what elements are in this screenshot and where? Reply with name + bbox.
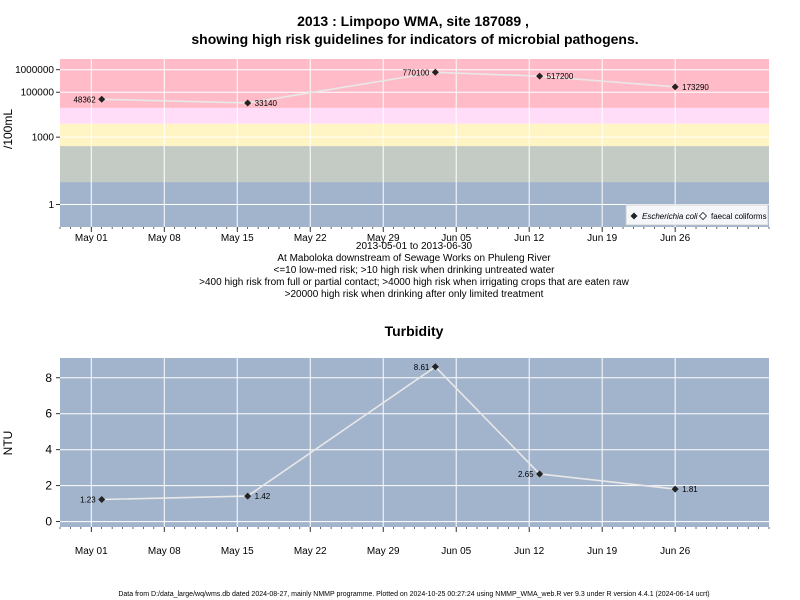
turbidity-point-3 [536, 470, 544, 478]
turbidity-axes: 0 2 4 6 8 May 01 May 08 May 15 May 22 May 29 Jun 0… [45, 371, 770, 557]
top-xtick-label-3: May 22 [294, 233, 327, 244]
top-ytick-label-1: 1000 [32, 133, 55, 144]
top-xtick-label-8: Jun 26 [660, 233, 690, 244]
top-axes: 1 1000 100000 1000000 May 01 May 08 May 15 May … [15, 65, 770, 244]
caption-line-5: >20000 high risk when drinking after onl… [285, 289, 544, 300]
bot-xtick-label-4: May 29 [367, 546, 400, 557]
footer-note: Data from D:/data_large/wq/wms.db dated … [118, 591, 709, 598]
legend: Escherichia coli faecal coliforms [625, 204, 769, 226]
ecoli-label-3: 517200 [547, 72, 574, 81]
ecoli-label-0: 48362 [73, 95, 96, 104]
bot-ytick-label-1: 2 [45, 479, 52, 493]
ecoli-point-4 [671, 83, 679, 91]
top-y-axis-label: /100mL [1, 109, 15, 149]
caption-line-4: >400 high risk from full or partial cont… [199, 277, 629, 288]
bot-xtick-label-1: May 08 [148, 546, 181, 557]
turbidity-title: Turbidity [385, 323, 444, 339]
ecoli-point-2 [431, 68, 439, 76]
risk-band-4 [60, 59, 769, 108]
bot-xtick-label-2: May 15 [221, 546, 254, 557]
caption-line-3: <=10 low-med risk; >10 high risk when dr… [274, 265, 556, 276]
turbidity-point-1 [244, 492, 252, 500]
bot-xtick-label-3: May 22 [294, 546, 327, 557]
top-grid [60, 59, 769, 227]
top-ytick-label-0: 1 [48, 200, 54, 211]
bot-xtick-label-8: Jun 26 [660, 546, 690, 557]
top-xtick-label-0: May 01 [75, 233, 108, 244]
risk-band-2 [60, 123, 769, 147]
bottom-y-axis-label: NTU [1, 431, 15, 456]
ecoli-point-1 [244, 99, 252, 107]
top-xtick-label-2: May 15 [221, 233, 254, 244]
risk-bands [60, 59, 769, 227]
ecoli-label-4: 173290 [682, 83, 709, 92]
turbidity-point-4 [671, 485, 679, 493]
ecoli-series: 48362 33140 770100 517200 173290 [73, 68, 709, 108]
legend-faecal-marker [698, 211, 708, 221]
bot-ytick-label-3: 6 [45, 407, 52, 421]
bot-ytick-label-2: 4 [45, 443, 52, 457]
top-ytick-label-3: 1000000 [15, 65, 54, 76]
top-xtick-label-5: Jun 05 [441, 233, 471, 244]
top-xtick-label-7: Jun 19 [587, 233, 617, 244]
top-ytick-label-2: 100000 [21, 88, 55, 99]
top-xtick-label-1: May 08 [148, 233, 181, 244]
turbidity-series: 1.23 1.42 8.61 2.65 1.81 [80, 363, 698, 505]
turbidity-label-3: 2.65 [518, 470, 534, 479]
bot-xtick-label-7: Jun 19 [587, 546, 617, 557]
chart-title: 2013 : Limpopo WMA, site 187089 , [297, 13, 529, 29]
bot-xtick-label-5: Jun 05 [441, 546, 471, 557]
caption-line-1: 2013-05-01 to 2013-06-30 [356, 241, 473, 252]
risk-band-1 [60, 146, 769, 183]
bot-xtick-label-6: Jun 12 [514, 546, 544, 557]
bot-ytick-label-0: 0 [45, 515, 52, 529]
turbidity-label-0: 1.23 [80, 495, 96, 504]
ecoli-point-3 [536, 72, 544, 80]
chart-subtitle: showing high risk guidelines for indicat… [191, 31, 638, 47]
turbidity-point-0 [98, 495, 106, 503]
caption-line-2: At Maboloka downstream of Sewage Works o… [277, 253, 551, 264]
turbidity-point-2 [431, 363, 439, 371]
bot-ytick-label-4: 8 [45, 371, 52, 385]
ecoli-point-0 [98, 95, 106, 103]
risk-band-3 [60, 107, 769, 124]
ecoli-label-2: 770100 [403, 68, 430, 77]
bot-xtick-label-0: May 01 [75, 546, 108, 557]
top-xtick-label-4: May 29 [367, 233, 400, 244]
legend-ecoli-label: Escherichia coli [642, 212, 698, 221]
turbidity-panel [60, 358, 769, 527]
turbidity-label-4: 1.81 [682, 485, 698, 494]
turbidity-label-1: 1.42 [255, 492, 271, 501]
turbidity-background [60, 358, 769, 527]
legend-ecoli-marker [630, 212, 638, 220]
ecoli-label-1: 33140 [255, 99, 278, 108]
turbidity-label-2: 8.61 [414, 363, 430, 372]
legend-faecal-label: faecal coliforms [711, 212, 767, 221]
top-xtick-label-6: Jun 12 [514, 233, 544, 244]
